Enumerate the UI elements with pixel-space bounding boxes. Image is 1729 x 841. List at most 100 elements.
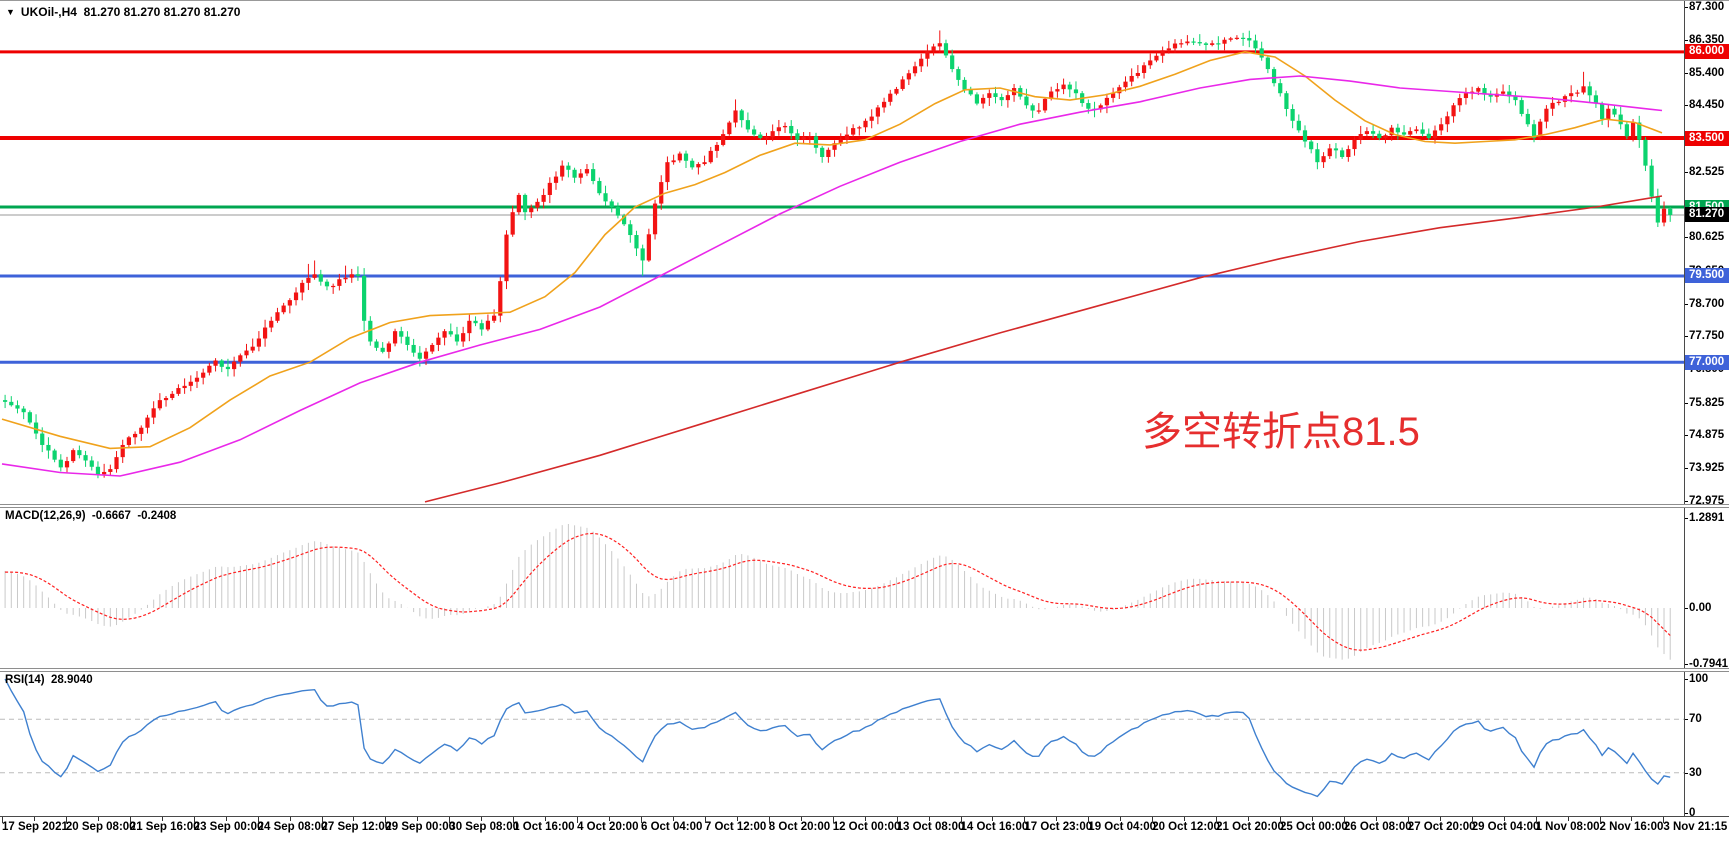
time-tick-mark (353, 817, 355, 821)
time-tick-mark (1311, 817, 1313, 821)
time-tick-mark (768, 817, 770, 823)
time-tick-mark (1375, 817, 1377, 821)
time-tick-mark (1663, 817, 1665, 823)
rsi-tick-mark (1684, 679, 1688, 680)
time-tick-mark (1471, 817, 1473, 823)
symbol-timeframe-label: UKOil-,H4 (20, 5, 77, 19)
level-price-badge: 79.500 (1685, 268, 1729, 284)
time-tick-mark (832, 817, 834, 823)
price-tick-label: 84.450 (1689, 99, 1725, 112)
time-tick-mark (417, 817, 419, 821)
level-price-badge: 83.500 (1685, 130, 1729, 146)
time-axis-label: 2 Nov 16:00 (1599, 821, 1664, 833)
level-price-badge: 77.000 (1685, 354, 1729, 370)
time-axis-label: 30 Sep 08:00 (449, 821, 519, 833)
ma-fast-orange (1, 50, 1663, 450)
price-tick-mark (1684, 468, 1688, 470)
time-axis-label: 27 Oct 20:00 (1407, 821, 1476, 833)
time-tick-mark (1567, 817, 1569, 821)
time-axis-label: 27 Sep 12:00 (321, 821, 392, 833)
trader-annotation-text: 多空转折点81.5 (1142, 410, 1420, 454)
time-tick-mark (289, 817, 291, 821)
price-tick-mark (1684, 435, 1688, 437)
rsi-tick-label: 70 (1689, 713, 1702, 726)
collapse-arrow-icon[interactable]: ▼ (6, 7, 15, 17)
rsi-tick-label: 0 (1689, 807, 1696, 819)
time-axis-label: 20 Sep 08:00 (65, 821, 136, 833)
time-tick-mark (481, 817, 483, 821)
time-tick-mark (1503, 817, 1505, 821)
macd-header: MACD(12,26,9) -0.6667 -0.2408 (5, 510, 176, 522)
macd-tick-mark (1684, 517, 1688, 519)
level-lines (0, 50, 1684, 364)
time-tick-mark (609, 817, 611, 821)
price-tick-label: 87.300 (1689, 1, 1725, 13)
rsi-indicator-chart[interactable] (0, 672, 1729, 816)
time-axis-label: 23 Sep 00:00 (193, 821, 264, 833)
time-axis-label: 17 Sep 2021 (2, 821, 68, 833)
macd-signal-line (5, 532, 1671, 651)
price-tick-label: 73.925 (1689, 462, 1725, 475)
macd-label: MACD(12,26,9) (5, 510, 86, 522)
time-tick-mark (545, 817, 547, 821)
time-tick-mark (449, 817, 451, 823)
chart-header: ▼ UKOil-,H4 81.270 81.270 81.270 81.270 (6, 5, 240, 19)
macd-indicator-chart[interactable] (0, 508, 1729, 669)
ohlc-values: 81.270 81.270 81.270 81.270 (83, 5, 241, 19)
ma-slow-red (424, 195, 1663, 503)
macd-tick-label: 0.00 (1689, 602, 1712, 614)
rsi-tick-mark (1684, 813, 1688, 814)
time-tick-mark (1184, 817, 1186, 821)
main-price-chart[interactable] (0, 1, 1729, 504)
time-tick-mark (896, 817, 898, 823)
price-tick-label: 80.625 (1689, 231, 1725, 244)
time-axis-label: 7 Oct 12:00 (704, 821, 767, 833)
macd-tick-label: 1.2891 (1689, 511, 1725, 524)
time-axis-label: 1 Oct 16:00 (513, 821, 575, 833)
time-tick-mark (1120, 817, 1122, 821)
ma-mid-magenta (1, 75, 1663, 477)
rsi-header: RSI(14) 28.9040 (5, 674, 93, 686)
macd-tick-mark (1684, 663, 1688, 665)
time-tick-mark (1056, 817, 1058, 821)
macd-tick-mark (1684, 608, 1688, 609)
time-tick-mark (1631, 817, 1633, 821)
price-tick-mark (1684, 402, 1688, 404)
macd-value: -0.6667 (91, 510, 131, 522)
time-tick-mark (960, 817, 962, 823)
time-axis-label: 29 Oct 04:00 (1471, 821, 1540, 833)
rsi-tick-label: 30 (1689, 766, 1702, 779)
time-tick-mark (1152, 817, 1154, 823)
time-axis-label: 21 Oct 20:00 (1216, 821, 1284, 833)
time-axis-label: 8 Oct 20:00 (768, 821, 831, 833)
time-tick-mark (97, 817, 99, 821)
time-axis-label: 21 Sep 16:00 (129, 821, 200, 833)
time-tick-mark (1088, 817, 1090, 823)
time-tick-mark (577, 817, 579, 823)
time-axis-label: 4 Oct 20:00 (577, 821, 639, 833)
price-tick-mark (1684, 72, 1688, 74)
time-tick-mark (800, 817, 802, 821)
time-axis-label: 1 Nov 08:00 (1535, 821, 1600, 833)
time-tick-mark (1024, 817, 1026, 823)
time-tick-mark (864, 817, 866, 821)
rsi-tick-mark (1684, 719, 1688, 721)
time-axis-label: 26 Oct 08:00 (1343, 821, 1412, 833)
time-tick-mark (321, 817, 323, 823)
macd-signal-value: -0.2408 (137, 510, 177, 522)
panel-separator-macd-rsi[interactable] (0, 668, 1729, 672)
time-tick-mark (193, 817, 195, 823)
time-tick-mark (1439, 817, 1441, 821)
candles (3, 30, 1673, 479)
macd-tick-label: -0.7941 (1689, 657, 1729, 670)
price-tick-mark (1684, 303, 1688, 305)
price-tick-mark (1684, 501, 1688, 502)
rsi-tick-label: 100 (1689, 673, 1709, 685)
price-axis-line[interactable] (1684, 1, 1685, 816)
time-tick-mark (736, 817, 738, 821)
panel-separator-main-macd[interactable] (0, 504, 1729, 508)
time-tick-mark (672, 817, 674, 821)
time-tick-mark (1407, 817, 1409, 823)
time-tick-mark (641, 817, 642, 823)
